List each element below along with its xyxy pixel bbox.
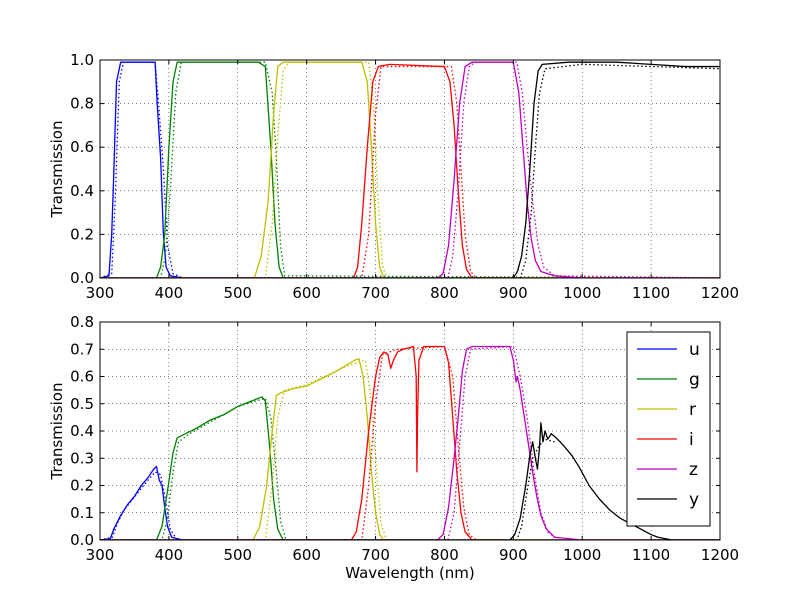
series-line-u-solid — [100, 465, 720, 540]
series-line-i-dotted — [100, 345, 720, 540]
legend-label-g: g — [689, 370, 700, 390]
y-tick-label: 1.0 — [70, 51, 94, 69]
x-tick-label: 700 — [361, 546, 390, 564]
x-tick-label: 1100 — [632, 546, 670, 564]
x-tick-label: 400 — [155, 546, 184, 564]
x-tick-label: 800 — [430, 546, 459, 564]
top-panel: 300 400 500 600 700 800 900 1000 1100 1200 0.0 0.2 0… — [48, 51, 739, 302]
y-tick-label: 0.4 — [70, 422, 94, 440]
y-tick-label: 0.8 — [70, 313, 94, 331]
series-line-g-solid — [100, 61, 720, 278]
series-line-z-solid — [100, 61, 720, 278]
y-tick-label: 0.0 — [70, 531, 94, 549]
y-axis-label: Transmission — [48, 383, 66, 481]
legend-label-r: r — [689, 400, 696, 420]
y-axis-label: Transmission — [48, 121, 66, 219]
y-tick-label: 0.5 — [70, 395, 94, 413]
series-line-z-dotted — [100, 345, 720, 540]
y-tick-label: 0.1 — [70, 504, 94, 522]
legend-label-y: y — [689, 490, 699, 510]
x-tick-label: 400 — [155, 284, 184, 302]
legend-label-u: u — [689, 340, 700, 360]
x-axis-label: Wavelength (nm) — [345, 564, 475, 582]
x-tick-label: 300 — [86, 284, 115, 302]
x-tick-label: 500 — [223, 546, 252, 564]
x-tick-label: 1000 — [563, 546, 601, 564]
series-line-r-solid — [100, 358, 720, 540]
series-line-g-dotted — [100, 397, 720, 540]
x-tick-label: 900 — [499, 284, 528, 302]
legend-label-z: z — [689, 460, 698, 480]
series-line-g-solid — [100, 396, 720, 540]
bottom-panel: 300 400 500 600 700 800 900 1000 1100 1200 0.0 0.1 0… — [48, 313, 739, 582]
series-line-i-solid — [100, 345, 720, 540]
series-line-z-dotted — [100, 61, 720, 278]
x-tick-label: 800 — [430, 284, 459, 302]
axes-frame — [99, 59, 721, 279]
plot-area — [100, 60, 720, 278]
y-tick-label: 0.6 — [70, 368, 94, 386]
y-tick-label: 0.2 — [70, 477, 94, 495]
series-line-y-dotted — [100, 63, 720, 278]
x-tick-label: 1100 — [632, 284, 670, 302]
series-line-r-dotted — [100, 359, 720, 540]
series-group — [100, 345, 720, 540]
series-group — [100, 61, 720, 278]
series-line-u-dotted — [100, 471, 720, 540]
y-tick-label: 0.0 — [70, 269, 94, 287]
x-tick-label: 900 — [499, 546, 528, 564]
series-line-u-dotted — [100, 61, 720, 278]
x-tick-label: 1200 — [701, 546, 739, 564]
x-tick-label: 1000 — [563, 284, 601, 302]
x-tick-label: 500 — [223, 284, 252, 302]
y-tick-label: 0.2 — [70, 225, 94, 243]
legend-box — [626, 331, 711, 527]
series-line-r-dotted — [100, 61, 720, 278]
series-line-z-solid — [100, 345, 720, 540]
series-line-i-solid — [100, 63, 720, 278]
x-tick-label: 600 — [292, 284, 321, 302]
y-tick-label: 0.6 — [70, 138, 94, 156]
x-tick-label: 700 — [361, 284, 390, 302]
series-line-y-solid — [100, 61, 720, 278]
y-tick-label: 0.8 — [70, 95, 94, 113]
x-tick-label: 300 — [86, 546, 115, 564]
x-tick-label: 600 — [292, 546, 321, 564]
y-tick-label: 0.4 — [70, 182, 94, 200]
series-line-y-dotted — [100, 438, 555, 540]
y-tick-label: 0.7 — [70, 340, 94, 358]
x-tick-label: 1200 — [701, 284, 739, 302]
legend-label-i: i — [689, 430, 694, 450]
y-tick-label: 0.3 — [70, 449, 94, 467]
